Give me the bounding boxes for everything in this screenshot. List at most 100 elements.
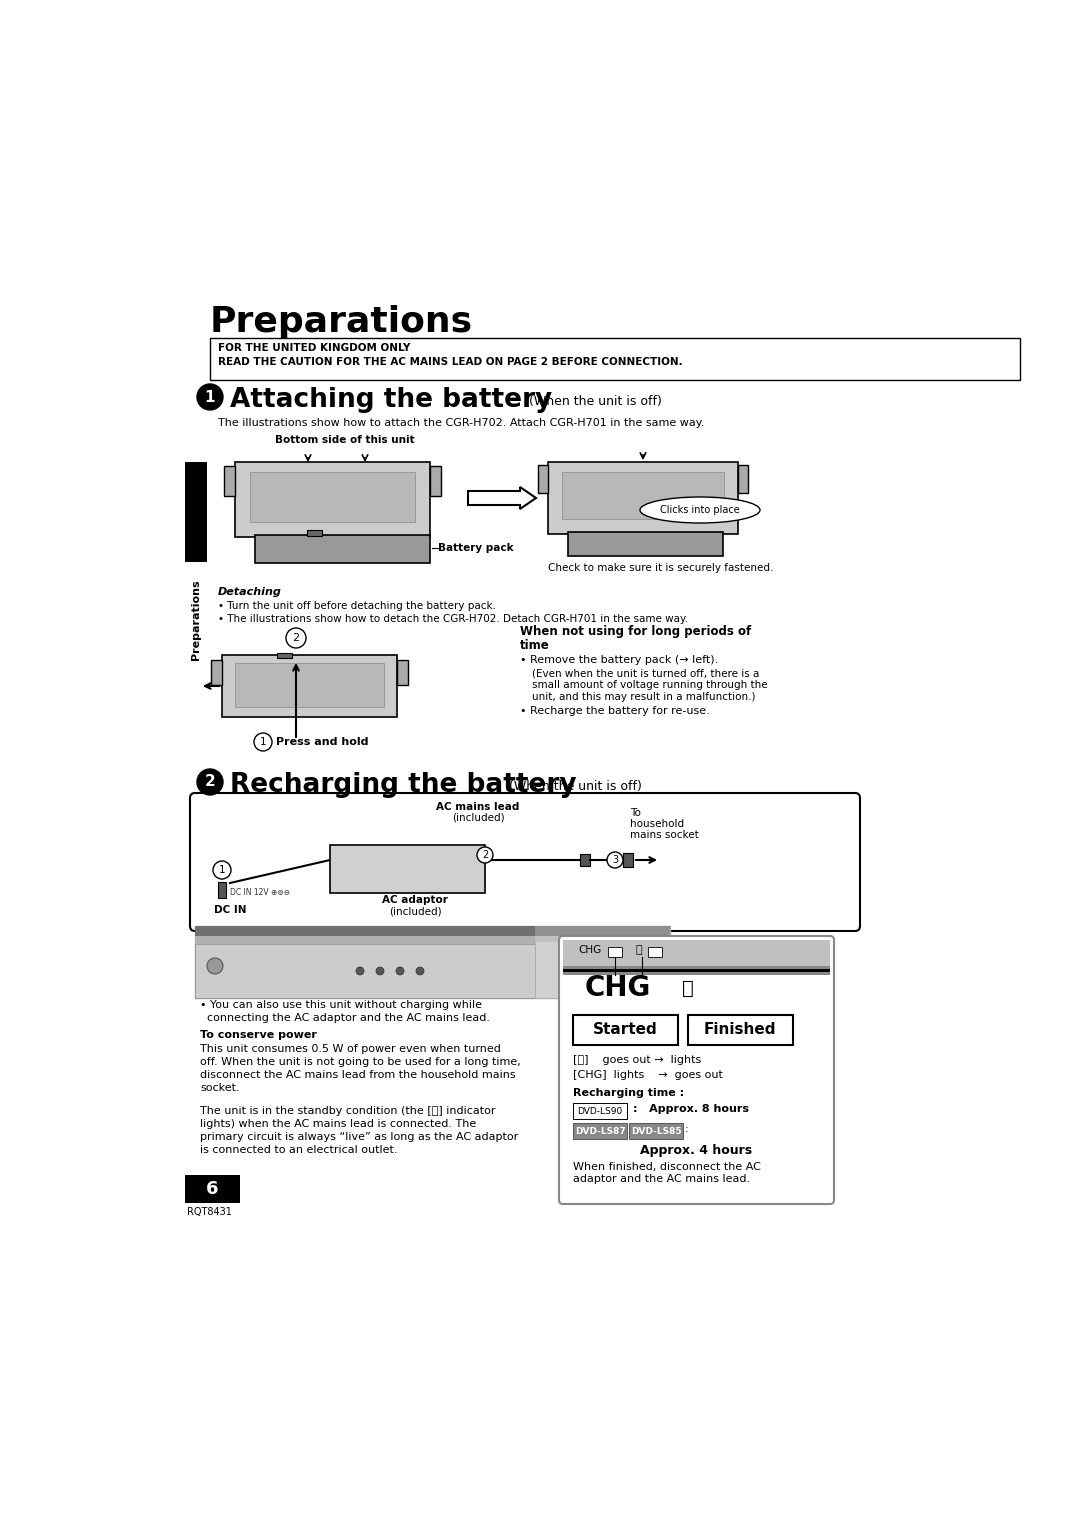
Text: • Remove the battery pack (→ left).: • Remove the battery pack (→ left). [519, 656, 718, 665]
Text: Recharging time :: Recharging time : [573, 1088, 684, 1099]
Text: is connected to an electrical outlet.: is connected to an electrical outlet. [200, 1144, 397, 1155]
Bar [211, 660, 222, 685]
Text: connecting the AC adaptor and the AC mains lead.: connecting the AC adaptor and the AC mai… [200, 1013, 490, 1024]
Text: READ THE CAUTION FOR THE AC MAINS LEAD ON PAGE 2 BEFORE CONNECTION.: READ THE CAUTION FOR THE AC MAINS LEAD O… [218, 358, 683, 367]
Text: When not using for long periods of: When not using for long periods of [519, 625, 752, 639]
Text: Preparations: Preparations [210, 306, 473, 339]
Text: time: time [519, 639, 550, 652]
Bar [307, 530, 322, 536]
Bar [535, 926, 670, 998]
Text: Approx. 4 hours: Approx. 4 hours [640, 1144, 752, 1157]
Text: (included): (included) [451, 813, 504, 824]
Circle shape [396, 967, 404, 975]
Text: DC IN: DC IN [214, 905, 246, 915]
Text: Attaching the battery: Attaching the battery [230, 387, 552, 413]
Text: (included): (included) [389, 906, 442, 915]
Text: mains socket: mains socket [630, 830, 699, 840]
Text: • Recharge the battery for re-use.: • Recharge the battery for re-use. [519, 706, 710, 717]
Bar [562, 472, 724, 520]
Text: Detaching: Detaching [218, 587, 282, 597]
Text: Press and hold: Press and hold [276, 736, 368, 747]
Circle shape [356, 967, 364, 975]
Bar [195, 926, 670, 998]
Text: To conserve power: To conserve power [200, 1030, 316, 1041]
Bar [563, 940, 831, 966]
Text: household: household [630, 819, 684, 830]
Text: ⏻: ⏻ [635, 944, 642, 955]
Text: Started: Started [593, 1022, 658, 1038]
Bar [222, 656, 397, 717]
Bar [276, 652, 292, 659]
Text: socket.: socket. [200, 1083, 240, 1093]
Text: AC adaptor: AC adaptor [382, 895, 448, 905]
Circle shape [254, 733, 272, 750]
Circle shape [286, 628, 306, 648]
Text: This unit consumes 0.5 W of power even when turned: This unit consumes 0.5 W of power even w… [200, 1044, 501, 1054]
Bar [397, 660, 408, 685]
Text: When finished, disconnect the AC: When finished, disconnect the AC [573, 1161, 761, 1172]
Text: • You can also use this unit without charging while: • You can also use this unit without cha… [200, 999, 482, 1010]
Bar [224, 466, 235, 497]
Text: DVD-LS85: DVD-LS85 [631, 1126, 681, 1135]
Text: adaptor and the AC mains lead.: adaptor and the AC mains lead. [573, 1174, 751, 1184]
FancyBboxPatch shape [190, 793, 860, 931]
Bar [573, 1015, 678, 1045]
Text: • The illustrations show how to detach the CGR-H702. Detach CGR-H701 in the same: • The illustrations show how to detach t… [218, 614, 688, 623]
Text: CHG: CHG [585, 973, 651, 1002]
Text: (When the unit is off): (When the unit is off) [525, 396, 662, 408]
Bar [185, 1175, 240, 1203]
Text: The unit is in the standby condition (the [⏻] indicator: The unit is in the standby condition (th… [200, 1106, 496, 1115]
Text: small amount of voltage running through the: small amount of voltage running through … [532, 680, 768, 691]
Bar [648, 947, 662, 957]
Bar [573, 1123, 627, 1138]
Bar [195, 926, 670, 937]
Text: DC IN 12V ⊕⊚⊖: DC IN 12V ⊕⊚⊖ [230, 888, 291, 897]
Bar [629, 1123, 683, 1138]
Text: 6: 6 [206, 1180, 218, 1198]
Text: (Even when the unit is turned off, there is a: (Even when the unit is turned off, there… [532, 668, 759, 678]
Text: disconnect the AC mains lead from the household mains: disconnect the AC mains lead from the ho… [200, 1070, 515, 1080]
Circle shape [607, 853, 623, 868]
Circle shape [207, 958, 222, 973]
Text: • Turn the unit off before detaching the battery pack.: • Turn the unit off before detaching the… [218, 601, 496, 611]
Text: 1: 1 [205, 390, 215, 405]
Text: FOR THE UNITED KINGDOM ONLY: FOR THE UNITED KINGDOM ONLY [218, 342, 410, 353]
Bar [538, 465, 548, 494]
Text: 2: 2 [293, 633, 299, 643]
Bar [568, 532, 723, 556]
Text: RQT8431: RQT8431 [187, 1207, 232, 1216]
Bar [548, 461, 738, 533]
Circle shape [197, 769, 222, 795]
Bar [235, 663, 384, 707]
Text: 2: 2 [204, 775, 215, 790]
Bar [563, 972, 831, 975]
Text: Preparations: Preparations [191, 579, 201, 660]
Bar [623, 853, 633, 866]
Text: Clicks into place: Clicks into place [660, 504, 740, 515]
Text: To: To [630, 808, 640, 817]
Text: [CHG]  lights    →  goes out: [CHG] lights → goes out [573, 1070, 723, 1080]
Bar [688, 1015, 793, 1045]
Text: Finished: Finished [704, 1022, 777, 1038]
Text: Recharging the battery: Recharging the battery [230, 772, 577, 798]
Text: 1: 1 [259, 736, 267, 747]
Text: (When the unit is off): (When the unit is off) [505, 779, 642, 793]
Bar [330, 845, 485, 892]
Text: DVD-LS90: DVD-LS90 [578, 1106, 623, 1115]
Bar [195, 944, 535, 998]
Bar [249, 472, 415, 523]
Circle shape [477, 847, 492, 863]
Bar [430, 466, 441, 497]
Text: AC mains lead: AC mains lead [436, 802, 519, 811]
Text: [⏻]    goes out →  lights: [⏻] goes out → lights [573, 1054, 701, 1065]
Ellipse shape [640, 497, 760, 523]
Text: :: : [685, 1125, 689, 1134]
Text: CHG: CHG [578, 944, 602, 955]
Bar [210, 338, 1020, 380]
Text: DVD-LS87: DVD-LS87 [575, 1126, 625, 1135]
Text: :   Approx. 8 hours: : Approx. 8 hours [633, 1105, 750, 1114]
Text: 2: 2 [482, 850, 488, 860]
Text: primary circuit is always “live” as long as the AC adaptor: primary circuit is always “live” as long… [200, 1132, 518, 1141]
Text: unit, and this may result in a malfunction.): unit, and this may result in a malfuncti… [532, 692, 756, 701]
Bar [580, 854, 590, 866]
